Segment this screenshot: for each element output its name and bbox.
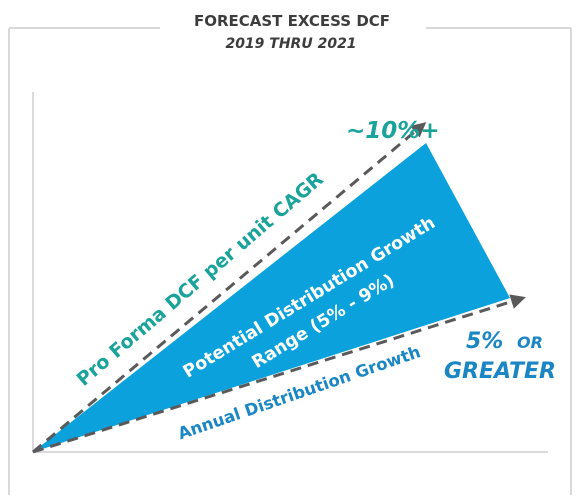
diagram-title: FORECAST EXCESS DCF — [194, 12, 390, 30]
lower-value-line2: GREATER — [444, 359, 556, 384]
lower-value-or: OR — [517, 333, 543, 352]
upper-dashed-arrow — [32, 122, 427, 454]
frame — [8, 27, 572, 495]
growth-range-wedge — [33, 143, 510, 452]
lower-value-percent: 5% — [466, 329, 503, 354]
diagram-subtitle: 2019 THRU 2021 — [225, 36, 356, 52]
lower-dashed-arrow — [32, 294, 526, 454]
lower-value-line1: 5% OR — [466, 329, 543, 354]
upper-value-label: ~10%+ — [346, 118, 440, 144]
